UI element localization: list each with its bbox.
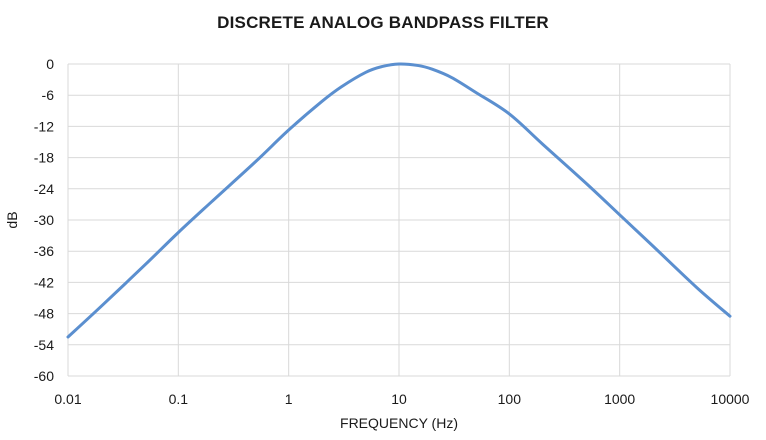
y-tick-label: -30 — [34, 212, 54, 228]
y-tick-labels: 0 -6 -12 -18 -24 -30 -36 -42 -48 -54 -60 — [34, 56, 54, 384]
grid — [67, 63, 731, 377]
y-tick-label: -36 — [34, 243, 54, 259]
x-tick-label: 1000 — [604, 391, 635, 407]
y-tick-label: -18 — [34, 150, 54, 166]
y-tick-label: 0 — [46, 56, 54, 72]
x-tick-label: 10 — [391, 391, 407, 407]
y-tick-label: -24 — [34, 181, 54, 197]
y-tick-label: -42 — [34, 274, 54, 290]
y-tick-label: -60 — [34, 368, 54, 384]
x-tick-label: 0.01 — [54, 391, 81, 407]
chart-title: DISCRETE ANALOG BANDPASS FILTER — [217, 13, 549, 32]
y-tick-label: -48 — [34, 306, 54, 322]
y-axis-label: dB — [4, 211, 20, 228]
y-tick-label: -54 — [34, 337, 54, 353]
x-tick-label: 100 — [498, 391, 522, 407]
series-line — [66, 62, 732, 339]
x-tick-label: 0.1 — [169, 391, 189, 407]
x-tick-labels: 0.01 0.1 1 10 100 1000 10000 — [54, 391, 749, 407]
x-axis-label: FREQUENCY (Hz) — [340, 415, 458, 431]
y-tick-label: -6 — [42, 87, 55, 103]
x-tick-label: 1 — [285, 391, 293, 407]
series-group — [66, 62, 732, 339]
y-tick-label: -12 — [34, 118, 54, 134]
x-tick-label: 10000 — [711, 391, 750, 407]
